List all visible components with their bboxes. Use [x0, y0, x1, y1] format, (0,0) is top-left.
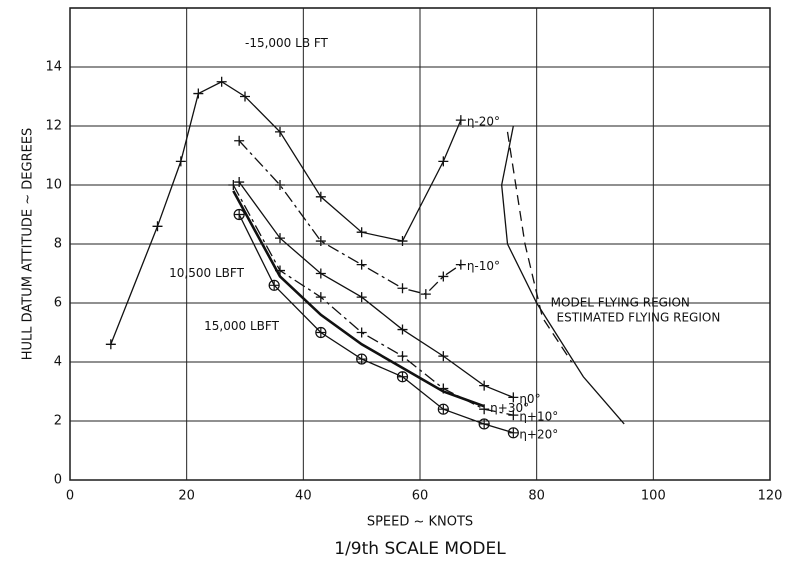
point-marker: [105, 339, 116, 350]
point-marker: [438, 271, 449, 282]
x-tick-label: 60: [412, 489, 429, 504]
y-tick-label: 10: [45, 178, 62, 193]
point-marker: [397, 351, 408, 362]
series-line: [238, 181, 514, 399]
point-marker: [356, 227, 367, 238]
point-marker: [479, 380, 490, 391]
annotation: 15,000 LBFT: [204, 319, 279, 333]
series-label: MODEL FLYING REGION: [551, 296, 690, 310]
series-line: [232, 184, 514, 416]
point-marker: [397, 283, 408, 294]
point-marker: [397, 236, 408, 247]
y-tick-label: 6: [54, 296, 62, 311]
x-axis-label: SPEED ~ KNOTS: [367, 515, 473, 530]
y-tick-label: 14: [45, 60, 62, 75]
point-marker: [315, 326, 327, 339]
x-tick-label: 40: [295, 489, 312, 504]
point-marker: [228, 180, 239, 190]
point-marker: [438, 156, 449, 167]
y-tick-label: 12: [45, 119, 62, 134]
y-axis-label: HULL DATUM ATTITUDE ~ DEGREES: [21, 128, 36, 361]
point-marker: [396, 371, 409, 383]
point-marker: [193, 88, 204, 99]
series-label: η-20°: [467, 115, 500, 129]
point-marker: [356, 259, 367, 270]
subtitle: 1/9th SCALE MODEL: [334, 539, 506, 559]
point-marker: [356, 353, 368, 365]
series-label: η+30°: [490, 401, 529, 415]
x-tick-label: 120: [758, 489, 783, 504]
point-marker: [275, 233, 285, 244]
series-line: [110, 81, 462, 345]
x-tick-label: 100: [641, 489, 666, 504]
point-marker: [315, 268, 326, 279]
series-label: ESTIMATED FLYING REGION: [557, 310, 721, 324]
point-marker: [234, 135, 245, 146]
series-label: η0°: [519, 392, 540, 406]
point-marker: [315, 236, 326, 247]
y-tick-label: 0: [54, 473, 62, 488]
point-marker: [397, 324, 408, 335]
point-marker: [240, 91, 250, 102]
point-marker: [233, 208, 245, 221]
y-tick-label: 8: [54, 237, 62, 252]
series-line: [501, 125, 625, 425]
point-marker: [175, 156, 186, 167]
series-line: [232, 190, 485, 408]
point-marker: [508, 410, 519, 421]
point-marker: [356, 327, 367, 338]
point-marker: [275, 180, 285, 190]
y-tick-label: 4: [54, 355, 62, 370]
point-marker: [455, 259, 466, 270]
series-line: [506, 131, 573, 363]
point-marker: [315, 292, 326, 303]
annotation: -15,000 LB FT: [245, 36, 329, 50]
series-line: [238, 214, 514, 434]
series-line: [238, 140, 462, 295]
series-label: η+10°: [519, 410, 558, 424]
x-tick-label: 20: [178, 489, 195, 504]
y-tick-label: 2: [54, 414, 62, 429]
x-tick-label: 80: [528, 489, 545, 504]
point-marker: [275, 126, 285, 137]
series-label: η+20°: [519, 427, 558, 441]
point-marker: [152, 221, 163, 232]
x-tick-label: 0: [66, 489, 74, 504]
point-marker: [508, 392, 519, 403]
point-marker: [438, 351, 449, 362]
point-marker: [356, 292, 367, 303]
annotation: 10,500 LBFT: [169, 266, 244, 280]
point-marker: [216, 76, 227, 87]
point-marker: [437, 403, 449, 415]
point-marker: [420, 289, 431, 300]
point-marker: [268, 279, 280, 291]
point-marker: [478, 418, 490, 430]
point-marker: [507, 427, 519, 439]
series-label: η-10°: [467, 259, 500, 273]
point-marker: [234, 177, 245, 188]
point-marker: [455, 115, 466, 126]
point-marker: [315, 191, 326, 202]
